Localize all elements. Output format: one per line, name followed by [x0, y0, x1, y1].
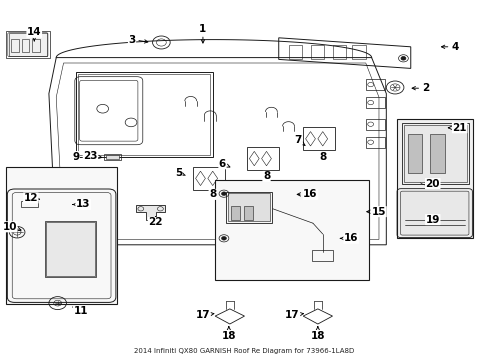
- Text: 21: 21: [447, 123, 466, 133]
- Bar: [105, 155, 119, 159]
- Text: 5: 5: [175, 168, 185, 178]
- Bar: [193, 167, 224, 190]
- Text: 1: 1: [199, 24, 206, 43]
- Bar: [21, 39, 29, 52]
- Text: 16: 16: [340, 233, 358, 243]
- Bar: [32, 39, 40, 52]
- Text: 17: 17: [285, 310, 303, 320]
- Text: 22: 22: [148, 217, 163, 228]
- Bar: [228, 193, 269, 221]
- Text: 11: 11: [73, 306, 88, 316]
- Circle shape: [221, 237, 226, 240]
- Circle shape: [400, 57, 405, 60]
- Bar: [230, 206, 239, 220]
- Text: 6: 6: [219, 159, 229, 169]
- FancyBboxPatch shape: [400, 191, 468, 235]
- Bar: [401, 123, 468, 184]
- Text: 18: 18: [310, 327, 325, 341]
- Text: 19: 19: [425, 215, 439, 225]
- Text: 17: 17: [195, 310, 214, 320]
- Text: 9: 9: [72, 152, 79, 162]
- Text: 16: 16: [297, 189, 317, 199]
- Bar: [310, 45, 324, 59]
- Bar: [6, 31, 50, 58]
- Bar: [332, 45, 346, 59]
- Text: 7: 7: [294, 135, 305, 145]
- Bar: [365, 79, 385, 90]
- Text: 8: 8: [209, 189, 216, 199]
- Bar: [396, 119, 472, 238]
- Bar: [246, 147, 278, 170]
- Bar: [351, 45, 365, 59]
- Bar: [225, 192, 272, 223]
- Bar: [288, 45, 302, 59]
- Text: 20: 20: [425, 179, 439, 189]
- Bar: [365, 97, 385, 108]
- Text: 18: 18: [221, 327, 236, 341]
- Bar: [103, 154, 121, 160]
- Text: 8: 8: [263, 171, 269, 181]
- Bar: [429, 134, 444, 173]
- Bar: [78, 74, 210, 155]
- Bar: [9, 33, 47, 56]
- Bar: [11, 39, 19, 52]
- Text: 12: 12: [23, 193, 40, 203]
- Text: 15: 15: [366, 207, 386, 217]
- Bar: [76, 72, 212, 157]
- Circle shape: [221, 192, 226, 195]
- Text: 2: 2: [411, 83, 428, 93]
- Bar: [403, 125, 467, 182]
- Text: 23: 23: [83, 150, 102, 161]
- Text: 2014 Infiniti QX80 GARNISH Roof Re Diagram for 73966-1LA8D: 2014 Infiniti QX80 GARNISH Roof Re Diagr…: [134, 347, 354, 354]
- Bar: [407, 134, 422, 173]
- Bar: [244, 206, 253, 220]
- Bar: [20, 201, 38, 207]
- Bar: [45, 221, 96, 277]
- Bar: [6, 167, 117, 304]
- Text: 3: 3: [128, 35, 147, 45]
- Bar: [365, 137, 385, 148]
- Polygon shape: [136, 205, 165, 220]
- Text: 14: 14: [27, 27, 41, 41]
- Text: 4: 4: [441, 42, 458, 52]
- Bar: [303, 127, 334, 150]
- Text: 13: 13: [72, 199, 90, 210]
- Bar: [215, 180, 368, 280]
- Bar: [46, 222, 95, 276]
- Text: 10: 10: [2, 222, 21, 232]
- Bar: [365, 119, 385, 130]
- Text: 8: 8: [319, 152, 325, 162]
- Bar: [311, 250, 333, 261]
